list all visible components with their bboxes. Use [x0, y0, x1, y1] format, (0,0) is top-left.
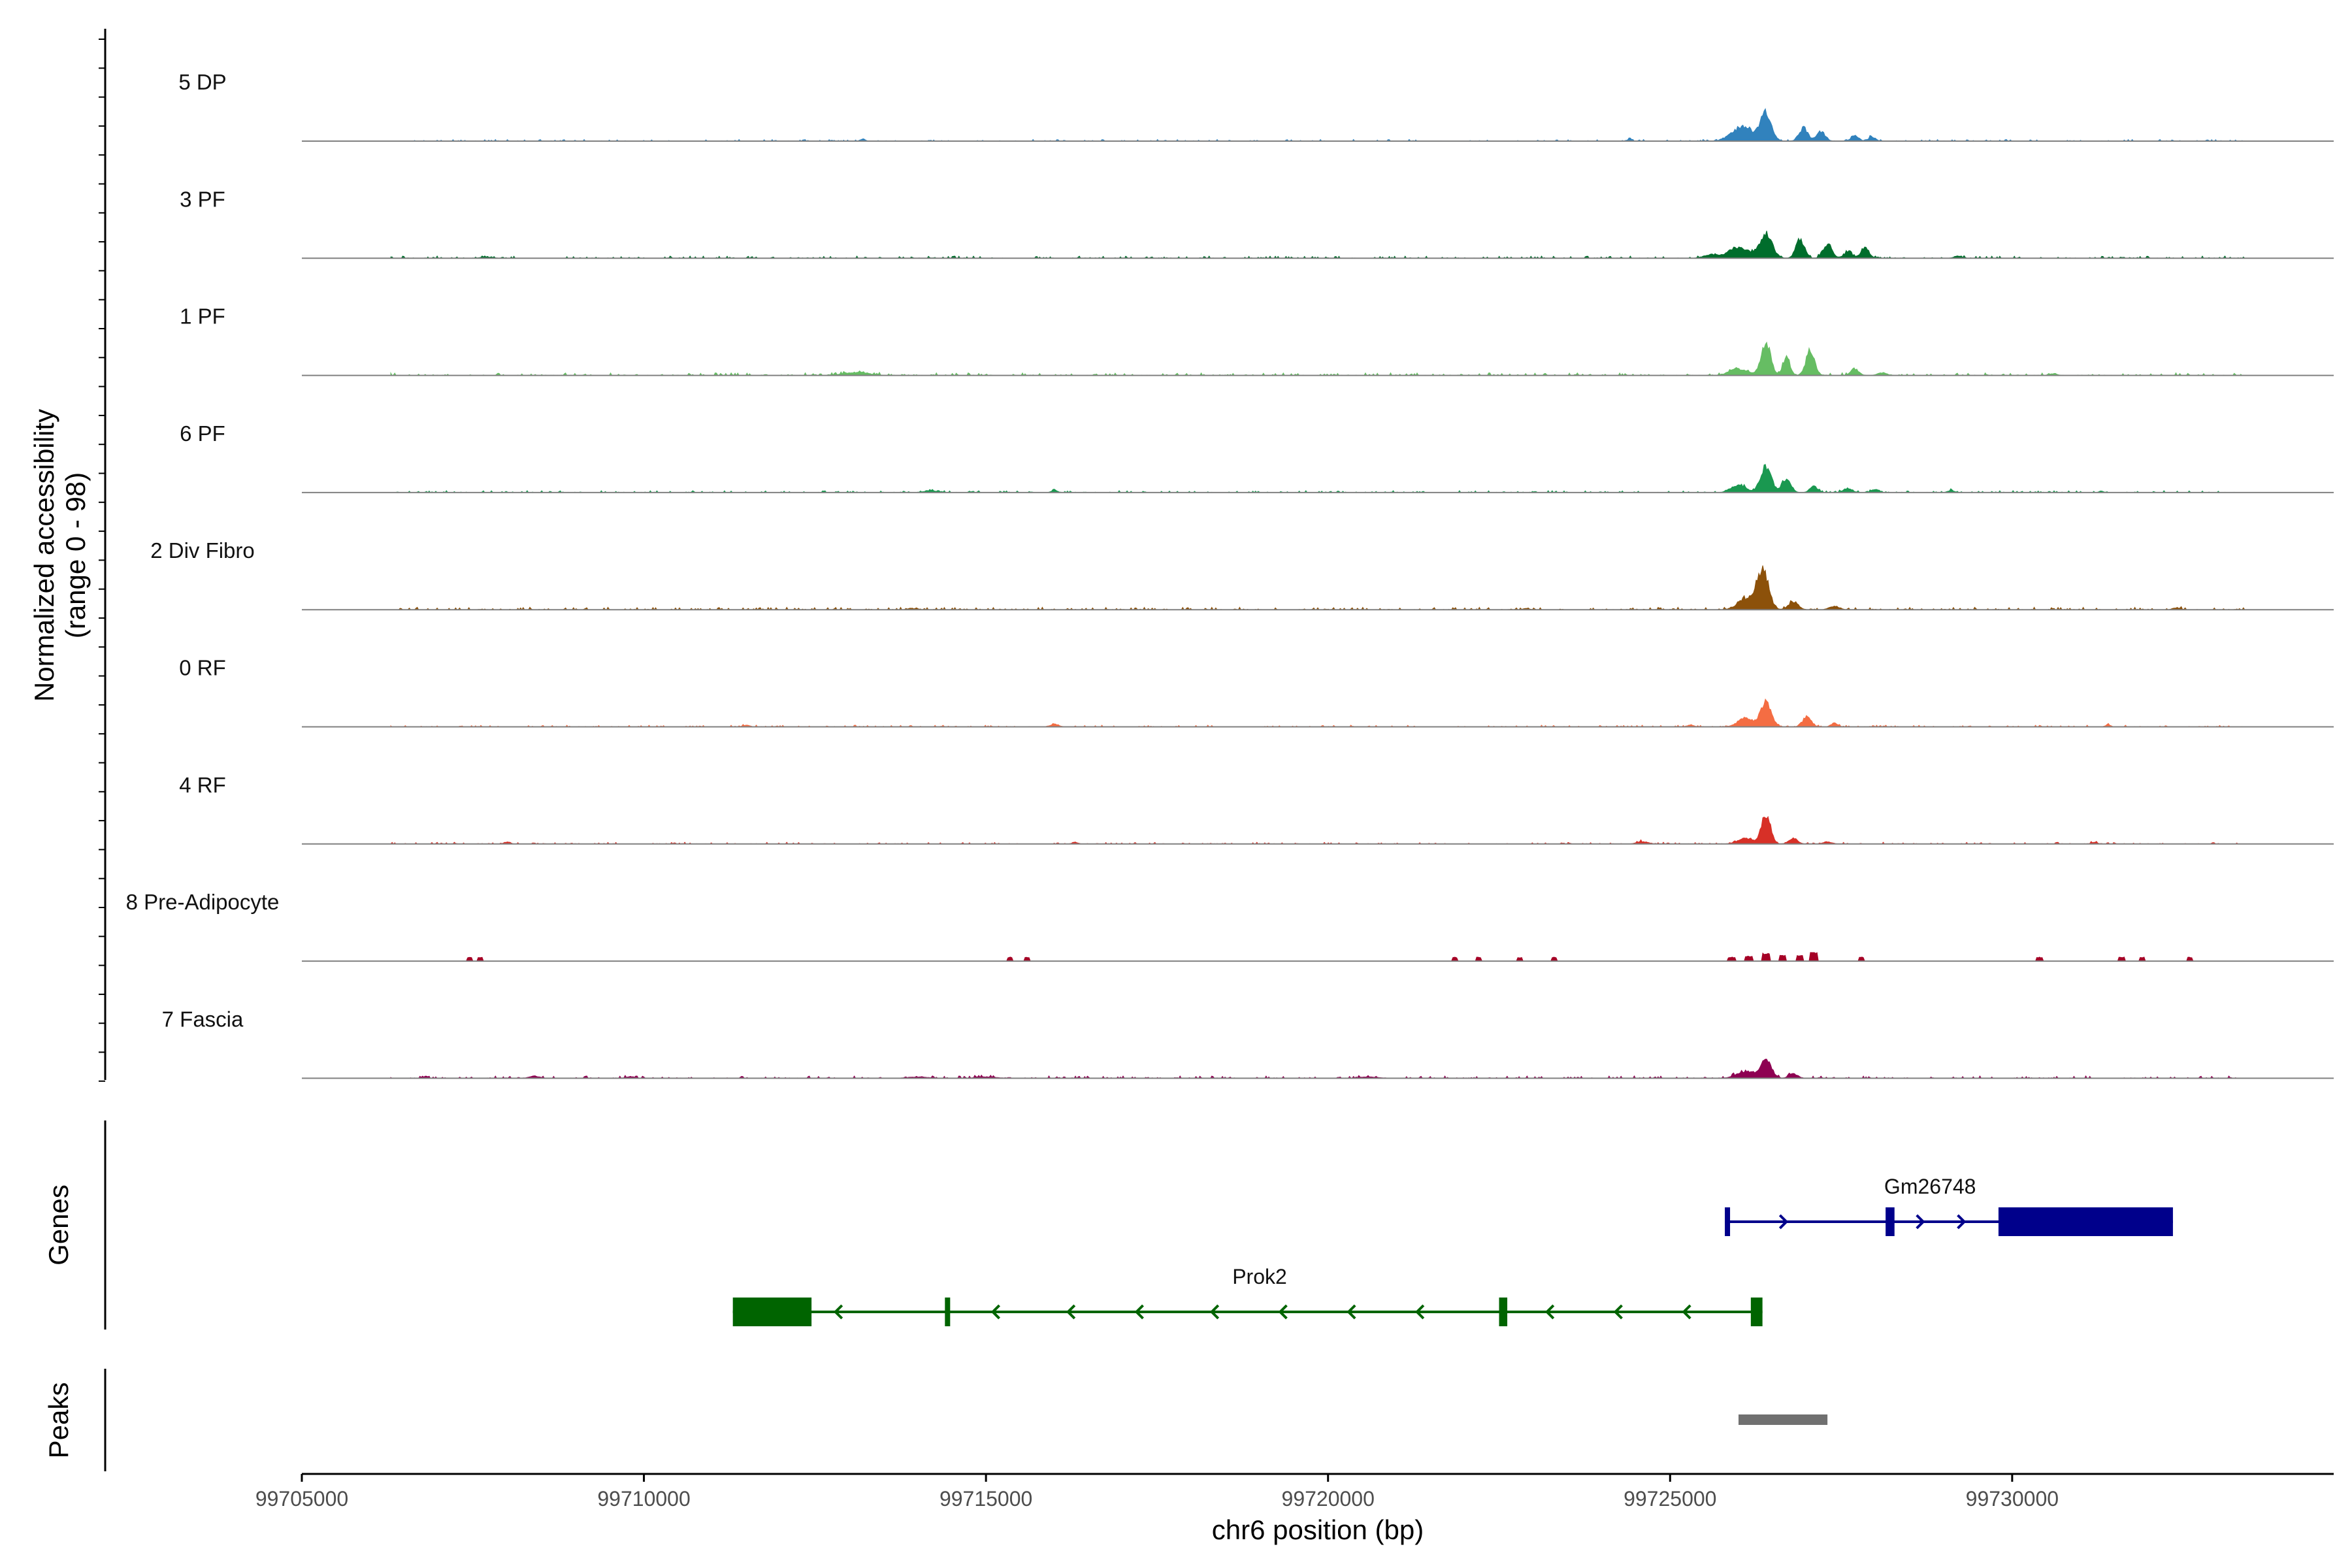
peaks-track [1738, 1414, 1828, 1425]
track-6-pf: 6 PF [180, 421, 2334, 493]
strand-arrow [1415, 1304, 1425, 1320]
gene-exon [1886, 1207, 1895, 1236]
peaks-panel-title: Peaks [43, 1382, 74, 1459]
strand-arrow [1916, 1214, 1925, 1230]
track-1-pf: 1 PF [180, 304, 2334, 376]
strand-arrow [1066, 1304, 1076, 1320]
gene-exon [732, 1298, 812, 1326]
strand-arrow [1778, 1214, 1789, 1230]
x-tick-label: 99720000 [1282, 1487, 1375, 1511]
track-label: 2 Div Fibro [150, 538, 255, 563]
track-5-dp: 5 DP [178, 70, 2334, 142]
strand-arrow [1682, 1304, 1691, 1320]
gene-prok2: Prok2 [732, 1265, 1763, 1326]
x-axis-ticks: 99705000 99710000 99715000 99720000 99725000… [255, 1474, 2059, 1511]
gene-exon [1499, 1298, 1508, 1326]
x-tick-label: 99710000 [597, 1487, 690, 1511]
x-tick-label: 99715000 [939, 1487, 1032, 1511]
strand-arrow [1347, 1304, 1356, 1320]
y-axis-title-line1: Normalized accessibility [29, 409, 59, 702]
track-2-div-fibro: 2 Div Fibro [150, 538, 2334, 611]
track-label: 6 PF [180, 421, 225, 446]
y-axis-ticks [99, 39, 105, 1082]
track-label: 1 PF [180, 304, 225, 329]
track-label: 8 Pre-Adipocyte [126, 890, 280, 914]
track-label: 0 RF [179, 656, 226, 680]
gene-exon [945, 1298, 951, 1326]
track-label: 5 DP [178, 70, 226, 94]
track-4-rf: 4 RF [179, 773, 2334, 845]
genes-panel-title: Genes [43, 1184, 74, 1266]
track-8-pre-adipocyte: 8 Pre-Adipocyte [126, 890, 2334, 962]
y-axis-title-line2: (range 0 - 98) [60, 472, 91, 638]
peak-region [1738, 1414, 1828, 1425]
genes-track: Gm26748 Prok2 [732, 1175, 2173, 1326]
strand-arrow [1134, 1304, 1144, 1320]
x-tick-label: 99705000 [255, 1487, 348, 1511]
x-tick-label: 99730000 [1966, 1487, 2059, 1511]
gene-exon [1750, 1298, 1763, 1326]
gene-exon [1998, 1207, 2173, 1236]
gene-gm26748: Gm26748 [1725, 1175, 2173, 1236]
strand-arrow [1278, 1304, 1288, 1320]
track-7-fascia: 7 Fascia [162, 1007, 2334, 1079]
track-0-rf: 0 RF [179, 656, 2334, 728]
track-label: 7 Fascia [162, 1007, 244, 1031]
track-3-pf: 3 PF [180, 187, 2334, 259]
coverage-tracks: 5 DP 3 PF 1 PF 6 PF 2 Div Fibro 0 RF 4 RF 8 Pre… [126, 70, 2334, 1079]
track-label: 4 RF [179, 773, 226, 797]
strand-arrow [1613, 1304, 1623, 1320]
track-label: 3 PF [180, 187, 225, 211]
x-tick-label: 99725000 [1624, 1487, 1716, 1511]
gene-name-label: Prok2 [1232, 1265, 1287, 1288]
strand-arrow [1544, 1304, 1555, 1320]
gene-name-label: Gm26748 [1884, 1175, 1976, 1198]
x-axis-title: chr6 position (bp) [1212, 1514, 1424, 1545]
strand-arrow [1209, 1304, 1220, 1320]
strand-arrow [990, 1304, 1001, 1320]
y-axis-title: Normalized accessibility (range 0 - 98) [29, 409, 91, 702]
strand-arrow [833, 1304, 843, 1320]
gene-exon [1725, 1207, 1731, 1236]
strand-arrow [1957, 1214, 1967, 1230]
